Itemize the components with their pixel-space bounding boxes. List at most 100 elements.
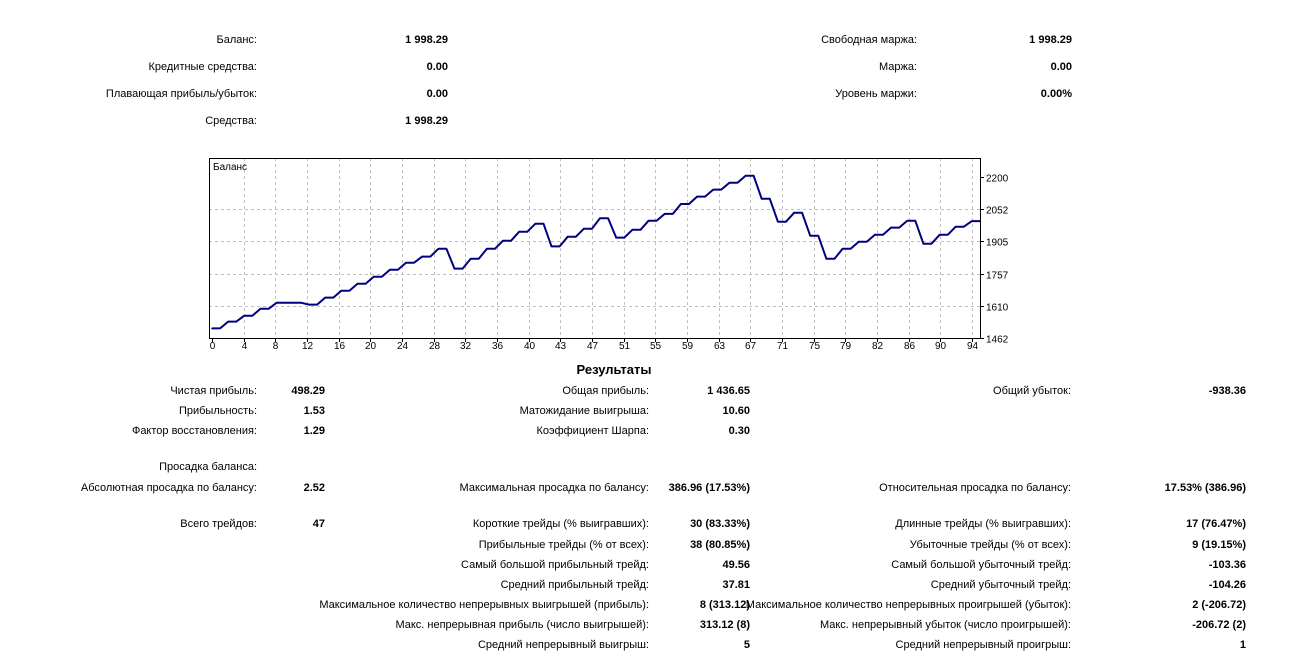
result-label: Убыточные трейды (% от всех):	[909, 539, 1071, 551]
result-value: 5	[743, 639, 750, 651]
balance-point	[971, 220, 973, 222]
y-tick-label: 2052	[986, 206, 1009, 217]
summary-value: 1 998.29	[405, 115, 448, 127]
summary-value: 0.00	[426, 61, 448, 73]
result-value: -103.36	[1208, 559, 1246, 571]
y-tick-label: 1905	[986, 238, 1009, 249]
x-tick-label: 8	[273, 341, 279, 352]
balance-point	[744, 174, 747, 177]
balance-point	[518, 230, 520, 233]
y-tick-label: 1610	[986, 303, 1009, 314]
result-label: Общая прибыль:	[562, 385, 649, 397]
result-label: Абсолютная просадка по балансу:	[80, 482, 257, 494]
y-tick-label: 1757	[986, 271, 1009, 282]
x-tick-label: 82	[872, 341, 884, 352]
balance-point	[906, 220, 909, 222]
result-value: 30 (83.33%)	[690, 518, 750, 530]
x-tick-label: 43	[555, 341, 567, 352]
balance-point	[340, 289, 343, 292]
x-tick-label: 75	[809, 341, 821, 352]
balance-point	[421, 255, 423, 258]
result-value: 17.53% (386.96)	[1164, 482, 1246, 494]
result-value: 9 (19.15%)	[1192, 539, 1246, 551]
summary-value: 0.00	[426, 88, 448, 100]
balance-point	[502, 239, 504, 242]
result-value: -938.36	[1208, 385, 1246, 397]
balance-chart: 2200 2052 1905 1757 1610 1462 0 4 8 12 16 20 24 28 32 3…	[209, 158, 1009, 352]
result-value: 17 (76.47%)	[1186, 518, 1246, 530]
x-tick-label: 28	[429, 341, 441, 352]
balance-point	[292, 301, 294, 304]
balance-point	[777, 220, 779, 223]
balance-point	[647, 220, 650, 222]
result-value: 1.53	[303, 405, 325, 417]
balance-point	[486, 247, 488, 250]
summary-label: Средства:	[205, 115, 257, 127]
result-value: 1 436.65	[707, 385, 750, 397]
balance-point	[566, 235, 569, 238]
result-label: Относительная просадка по балансу:	[879, 482, 1071, 494]
result-value: 38 (80.85%)	[690, 539, 750, 551]
summary-label: Кредитные средства:	[148, 61, 257, 73]
y-tick-label: 2200	[986, 174, 1009, 185]
balance-point	[874, 234, 876, 236]
result-label: Средний непрерывный проигрыш:	[895, 639, 1071, 651]
result-value: 2 (-206.72)	[1192, 599, 1246, 611]
balance-point	[809, 234, 812, 237]
balance-point	[890, 226, 892, 229]
result-label: Средний прибыльный трейд:	[500, 579, 649, 591]
result-label: Длинные трейды (% выигравших):	[895, 518, 1071, 530]
balance-point	[437, 247, 440, 250]
x-tick-label: 24	[397, 341, 409, 352]
balance-point	[583, 227, 585, 230]
result-value: 1	[1239, 639, 1246, 651]
balance-point	[760, 198, 763, 200]
balance-point	[841, 247, 844, 250]
result-value: 10.60	[722, 405, 750, 417]
result-label: Максимальное количество непрерывных выиг…	[319, 599, 649, 611]
x-tick-label: 79	[840, 341, 852, 352]
balance-point	[793, 211, 795, 214]
balance-point	[663, 213, 666, 215]
x-tick-label: 71	[777, 341, 789, 352]
summary-value: 0.00	[1050, 61, 1072, 73]
result-label: Максимальная просадка по балансу:	[459, 482, 649, 494]
balance-point	[534, 222, 537, 225]
result-value: -206.72 (2)	[1192, 619, 1246, 631]
result-label: Макс. непрерывная прибыль (число выигрыш…	[395, 619, 649, 631]
balance-point	[259, 307, 262, 310]
result-value: 0.30	[728, 425, 750, 437]
balance-point	[599, 217, 601, 220]
balance-point	[356, 282, 359, 285]
summary-label: Плавающая прибыль/убыток:	[105, 88, 257, 100]
x-tick-label: 63	[714, 341, 726, 352]
x-tick-label: 94	[967, 341, 979, 352]
x-tick-label: 40	[524, 341, 536, 352]
summary-label: Баланс:	[216, 34, 257, 46]
balance-point	[712, 188, 715, 191]
balance-point	[275, 301, 278, 304]
balance-point	[243, 314, 246, 317]
x-tick-label: 51	[619, 341, 631, 352]
balance-line	[212, 174, 980, 330]
balance-point	[405, 261, 407, 264]
plot-border	[209, 158, 981, 339]
x-tick-label: 36	[492, 341, 504, 352]
balance-point	[308, 303, 310, 306]
result-value: 47	[312, 518, 325, 530]
result-value: 2.52	[303, 482, 325, 494]
balance-point	[922, 242, 925, 245]
summary-label: Уровень маржи:	[835, 88, 917, 100]
result-value: 313.12 (8)	[699, 619, 750, 631]
result-value: -104.26	[1208, 579, 1246, 591]
balance-point	[469, 258, 472, 260]
result-value: 37.81	[722, 579, 750, 591]
balance-point	[227, 320, 229, 323]
result-value: 8 (313.12)	[699, 599, 750, 611]
y-tick-label: 1462	[986, 335, 1009, 346]
x-tick-label: 47	[587, 341, 599, 352]
balance-point	[696, 195, 698, 198]
result-label: Просадка баланса:	[159, 461, 257, 473]
result-value: 386.96 (17.53%)	[668, 482, 750, 494]
result-label: Матожидание выигрыша:	[519, 405, 649, 417]
